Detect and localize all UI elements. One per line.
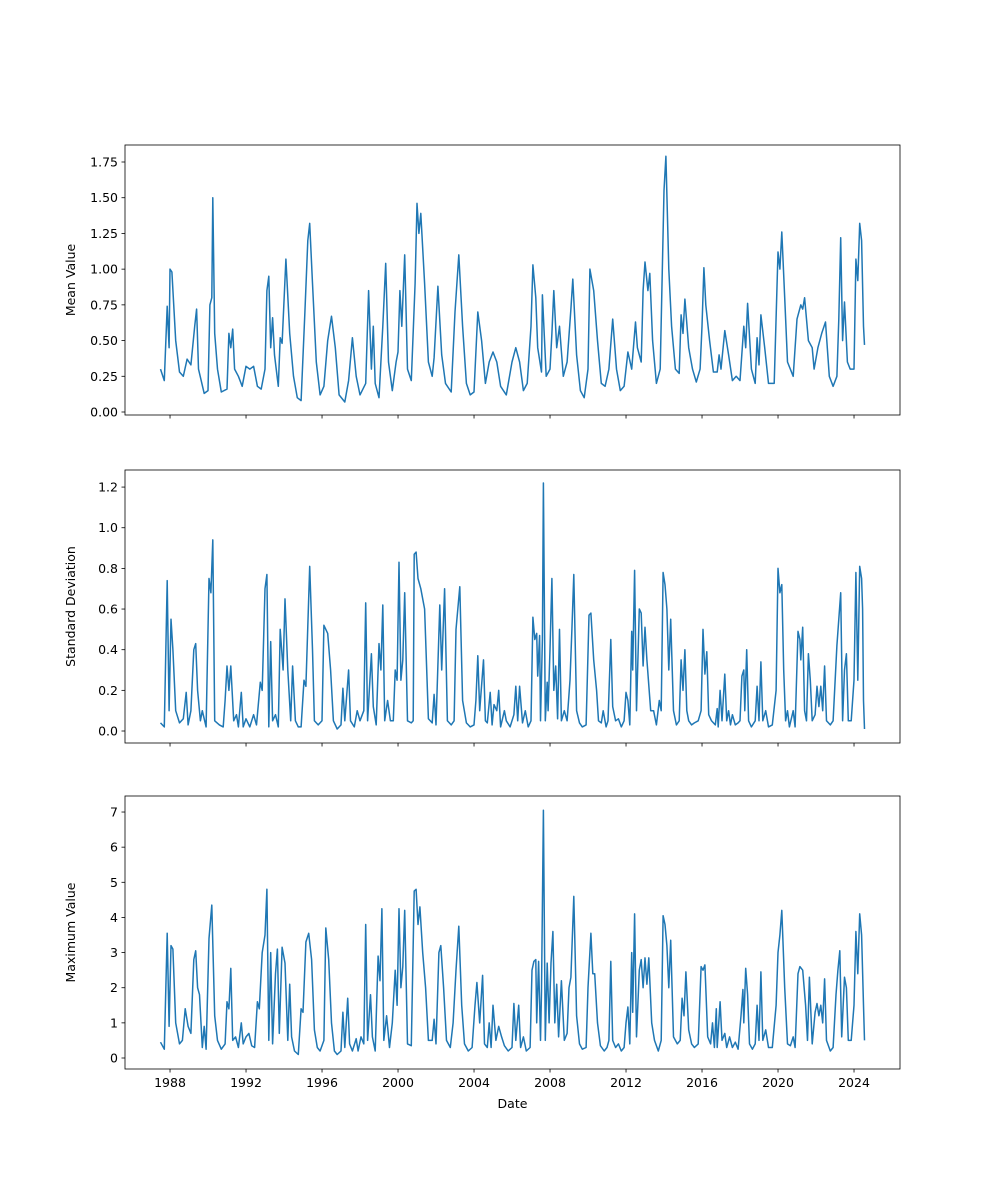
x-tick-label: 1988 [154, 1075, 186, 1090]
y-tick-label: 1.2 [98, 480, 118, 495]
y-tick-label: 0.25 [90, 369, 118, 384]
y-axis-label: Maximum Value [63, 882, 78, 982]
x-tick-label: 2008 [534, 1075, 566, 1090]
axes-frame [124, 469, 901, 744]
y-tick-label: 1.25 [90, 226, 118, 241]
y-tick-label: 3 [110, 945, 118, 960]
y-tick-label: 2 [110, 980, 118, 995]
x-tick-label: 1996 [306, 1075, 338, 1090]
x-tick-label: 2020 [762, 1075, 794, 1090]
x-axis-label: Date [498, 1096, 528, 1111]
y-tick-label: 1.0 [98, 520, 118, 535]
series-line-standard-deviation [159, 482, 866, 730]
y-tick-label: 7 [110, 805, 118, 820]
x-tick-label: 2000 [382, 1075, 414, 1090]
y-tick-label: 0.4 [98, 642, 118, 657]
y-tick-label: 0.00 [90, 405, 118, 420]
series-line-maximum-value [159, 809, 866, 1056]
y-axis-label: Mean Value [63, 244, 78, 317]
y-tick-label: 0 [110, 1051, 118, 1066]
subplot-2: 0.0 0.2 0.4 0.6 0.8 1.0 1.2 Standard Deviation [63, 469, 901, 747]
axes-frame [124, 144, 901, 416]
y-tick-label: 4 [110, 910, 118, 925]
y-tick-label: 1.50 [90, 190, 118, 205]
x-tick-label: 2016 [686, 1075, 718, 1090]
y-tick-label: 0.2 [98, 683, 118, 698]
x-tick-label: 1992 [230, 1075, 262, 1090]
subplot-1: 0.00 0.25 0.50 0.75 1.00 1.25 1.50 1.75 Mean Val… [63, 144, 901, 420]
y-tick-label: 5 [110, 875, 118, 890]
y-tick-label: 6 [110, 840, 118, 855]
y-tick-label: 1.75 [90, 155, 118, 170]
y-tick-label: 0.50 [90, 333, 118, 348]
x-tick-label: 2004 [458, 1075, 490, 1090]
y-tick-label: 0.6 [98, 602, 118, 617]
y-tick-label: 0.0 [98, 724, 118, 739]
series-line-mean-value [159, 155, 866, 403]
y-tick-label: 0.8 [98, 561, 118, 576]
subplot-3: 1988 1992 1996 2000 2004 2008 2012 2016 2020 2024… [63, 795, 901, 1111]
y-tick-label: 1 [110, 1015, 118, 1030]
y-axis-label: Standard Deviation [63, 546, 78, 667]
axes-frame [124, 795, 901, 1070]
x-tick-label: 2012 [610, 1075, 642, 1090]
x-tick-label: 2024 [838, 1075, 870, 1090]
y-tick-label: 1.00 [90, 262, 118, 277]
y-tick-label: 0.75 [90, 297, 118, 312]
